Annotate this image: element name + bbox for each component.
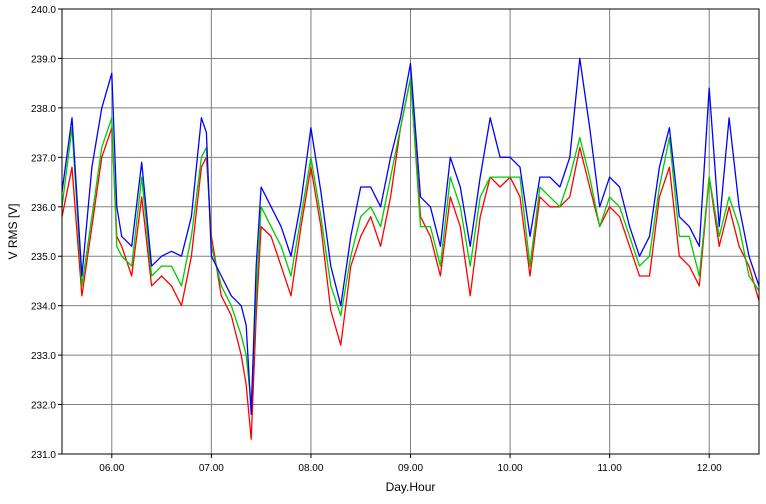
y-tick-label: 231.0 bbox=[31, 450, 56, 461]
series-line-3 bbox=[61, 57, 760, 416]
y-tick-label: 236.0 bbox=[31, 203, 56, 214]
x-tick-label: 10.00 bbox=[498, 463, 523, 474]
x-tick-label: 06.00 bbox=[99, 463, 124, 474]
y-tick-label: 235.0 bbox=[31, 252, 56, 263]
series-line-1 bbox=[61, 77, 760, 440]
y-tick-labels: 231.0 232.0 233.0 234.0 235.0 236.0 237.0 238.0… bbox=[31, 5, 62, 461]
x-tick-label: 08.00 bbox=[298, 463, 323, 474]
y-tick-label: 240.0 bbox=[31, 5, 56, 16]
y-tick-label: 237.0 bbox=[31, 153, 56, 164]
y-tick-label: 233.0 bbox=[31, 351, 56, 362]
x-tick-label: 11.00 bbox=[597, 463, 622, 474]
x-axis-label: Day.Hour bbox=[386, 480, 436, 494]
x-tick-label: 09.00 bbox=[398, 463, 423, 474]
y-tick-label: 232.0 bbox=[31, 401, 56, 412]
x-tick-labels: 06.00 07.00 08.00 09.00 10.00 11.00 12.00 bbox=[99, 454, 722, 474]
y-tick-label: 238.0 bbox=[31, 104, 56, 115]
series-line-2 bbox=[61, 77, 760, 406]
y-tick-label: 239.0 bbox=[31, 54, 56, 65]
x-tick-label: 07.00 bbox=[199, 463, 224, 474]
y-axis-label: V RMS [V] bbox=[6, 203, 20, 259]
x-tick-label: 12.00 bbox=[697, 463, 722, 474]
y-tick-label: 234.0 bbox=[31, 302, 56, 313]
series-group bbox=[61, 57, 760, 440]
